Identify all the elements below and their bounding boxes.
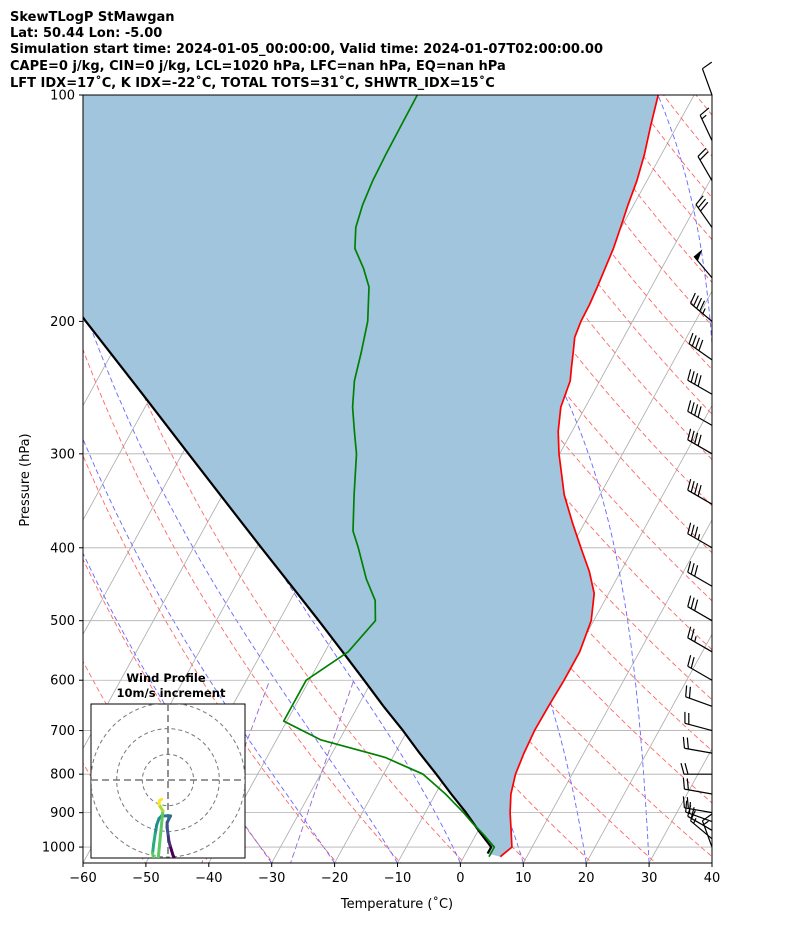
- dry-adiabat-line: [0, 78, 84, 866]
- x-tick-label: 20: [578, 871, 595, 886]
- header-stability: CAPE=0 j/kg, CIN=0 j/kg, LCL=1020 hPa, L…: [10, 59, 506, 74]
- hodograph-title: Wind Profile: [126, 671, 206, 685]
- dewpoint-line: [282, 95, 496, 858]
- moist-adiabat-line: [394, 95, 650, 863]
- header-title: SkewTLogP StMawgan: [10, 10, 175, 25]
- x-tick-label: 40: [704, 871, 721, 886]
- isotherm-line: [585, 633, 712, 863]
- y-tick-label: 600: [50, 674, 75, 689]
- wind-barb: [680, 763, 712, 775]
- parcel-trace-line: [83, 315, 493, 855]
- dry-adiabat-line: [467, 95, 712, 415]
- wind-barb: [687, 428, 713, 455]
- header: SkewTLogP StMawgan Lat: 50.44 Lon: -5.00…: [10, 10, 603, 91]
- x-tick-label: −40: [195, 871, 222, 886]
- dry-adiabat-line: [630, 95, 712, 199]
- wind-barb: [699, 107, 713, 141]
- isotherm-line: [773, 78, 794, 866]
- x-tick-label: −30: [258, 871, 285, 886]
- temperature-line: [499, 95, 660, 858]
- hodograph-trace-segment: [151, 842, 156, 855]
- dry-adiabat-line: [662, 95, 712, 157]
- wind-barb: [687, 400, 713, 426]
- wind-barb: [687, 561, 713, 587]
- y-tick-label: 700: [50, 724, 75, 739]
- dry-adiabat-line: [715, 78, 794, 866]
- x-tick-label: −50: [132, 871, 159, 886]
- x-axis-ticks: −60 −50 −40 −30 −20 −10 0 10 20 30 40: [69, 863, 720, 886]
- dry-adiabat-line: [0, 78, 20, 866]
- y-tick-label: 300: [50, 447, 75, 462]
- y-tick-label: 900: [50, 806, 75, 821]
- hodograph-trace-segment: [156, 809, 165, 858]
- wind-barb: [685, 800, 713, 823]
- header-times: Simulation start time: 2024-01-05_00:00:…: [10, 42, 603, 57]
- x-tick-label: −20: [321, 871, 348, 886]
- wind-barb: [685, 685, 713, 707]
- x-tick-label: −60: [69, 871, 96, 886]
- wind-barb: [688, 332, 713, 361]
- y-tick-label: 1000: [42, 841, 75, 856]
- wind-barb: [695, 195, 713, 228]
- isotherm-line: [648, 747, 712, 863]
- wind-barb: [697, 147, 713, 181]
- hodograph-ring: [91, 704, 245, 858]
- isotherm-line: [0, 78, 11, 866]
- y-tick-label: 400: [50, 541, 75, 556]
- dry-adiabat-line: [83, 348, 402, 863]
- wind-barb: [701, 61, 713, 96]
- wind-barb: [682, 777, 713, 795]
- wind-barb: [693, 249, 713, 279]
- hodograph-trace-segment: [152, 832, 157, 846]
- moist-adiabat-line: [83, 437, 335, 863]
- moist-adiabat-line: [83, 129, 461, 863]
- wind-barbs: [680, 61, 713, 848]
- y-axis-label: Pressure (hPa): [18, 433, 33, 526]
- profile-lines: [83, 95, 660, 858]
- moist-adiabat-line: [83, 304, 398, 863]
- wind-barb: [682, 736, 713, 754]
- y-axis-ticks: 1000 900 800 700 600 500 400 300 200 100: [42, 89, 83, 856]
- isotherm-line: [0, 78, 74, 866]
- mixing-ratio-line: [290, 680, 355, 863]
- temperature-parcel-fill: [83, 95, 659, 857]
- x-tick-label: 30: [641, 871, 658, 886]
- x-axis-label: Temperature (˚C): [340, 896, 453, 912]
- wind-barb: [687, 369, 713, 395]
- temperature-parcel-area: [83, 95, 659, 857]
- hodograph-trace-segment: [158, 797, 164, 803]
- wind-barb: [687, 522, 713, 549]
- wind-barb: [687, 655, 713, 681]
- header-indices: LFT IDX=17˚C, K IDX=-22˚C, TOTAL TOTS=31…: [10, 75, 495, 91]
- hodograph-inset: Wind Profile 10m/s increment: [90, 671, 246, 859]
- wind-barb: [682, 796, 713, 814]
- y-tick-label: 800: [50, 768, 75, 783]
- wind-barb: [687, 626, 713, 653]
- wind-barb: [687, 595, 713, 622]
- wind-barb: [684, 711, 713, 732]
- x-tick-label: −10: [384, 871, 411, 886]
- y-tick-label: 500: [50, 614, 75, 629]
- wind-barb: [690, 292, 713, 322]
- hodograph-trace-segment: [151, 851, 156, 858]
- dry-adiabat-line: [695, 95, 712, 116]
- plot-area: −60 −50 −40 −30 −20 −10 0 10 20 30 40 1000 900 800 70…: [0, 78, 794, 913]
- wind-barb: [687, 478, 713, 505]
- header-location: Lat: 50.44 Lon: -5.00: [10, 26, 162, 41]
- y-tick-label: 200: [50, 315, 75, 330]
- x-tick-label: 0: [456, 871, 464, 886]
- isotherm-line: [522, 519, 712, 863]
- y-tick-label: 100: [50, 89, 75, 104]
- hodograph-trace-segment: [153, 823, 159, 836]
- isotherm-line: [711, 862, 712, 863]
- x-tick-label: 10: [515, 871, 532, 886]
- hodograph-subtitle: 10m/s increment: [117, 686, 226, 700]
